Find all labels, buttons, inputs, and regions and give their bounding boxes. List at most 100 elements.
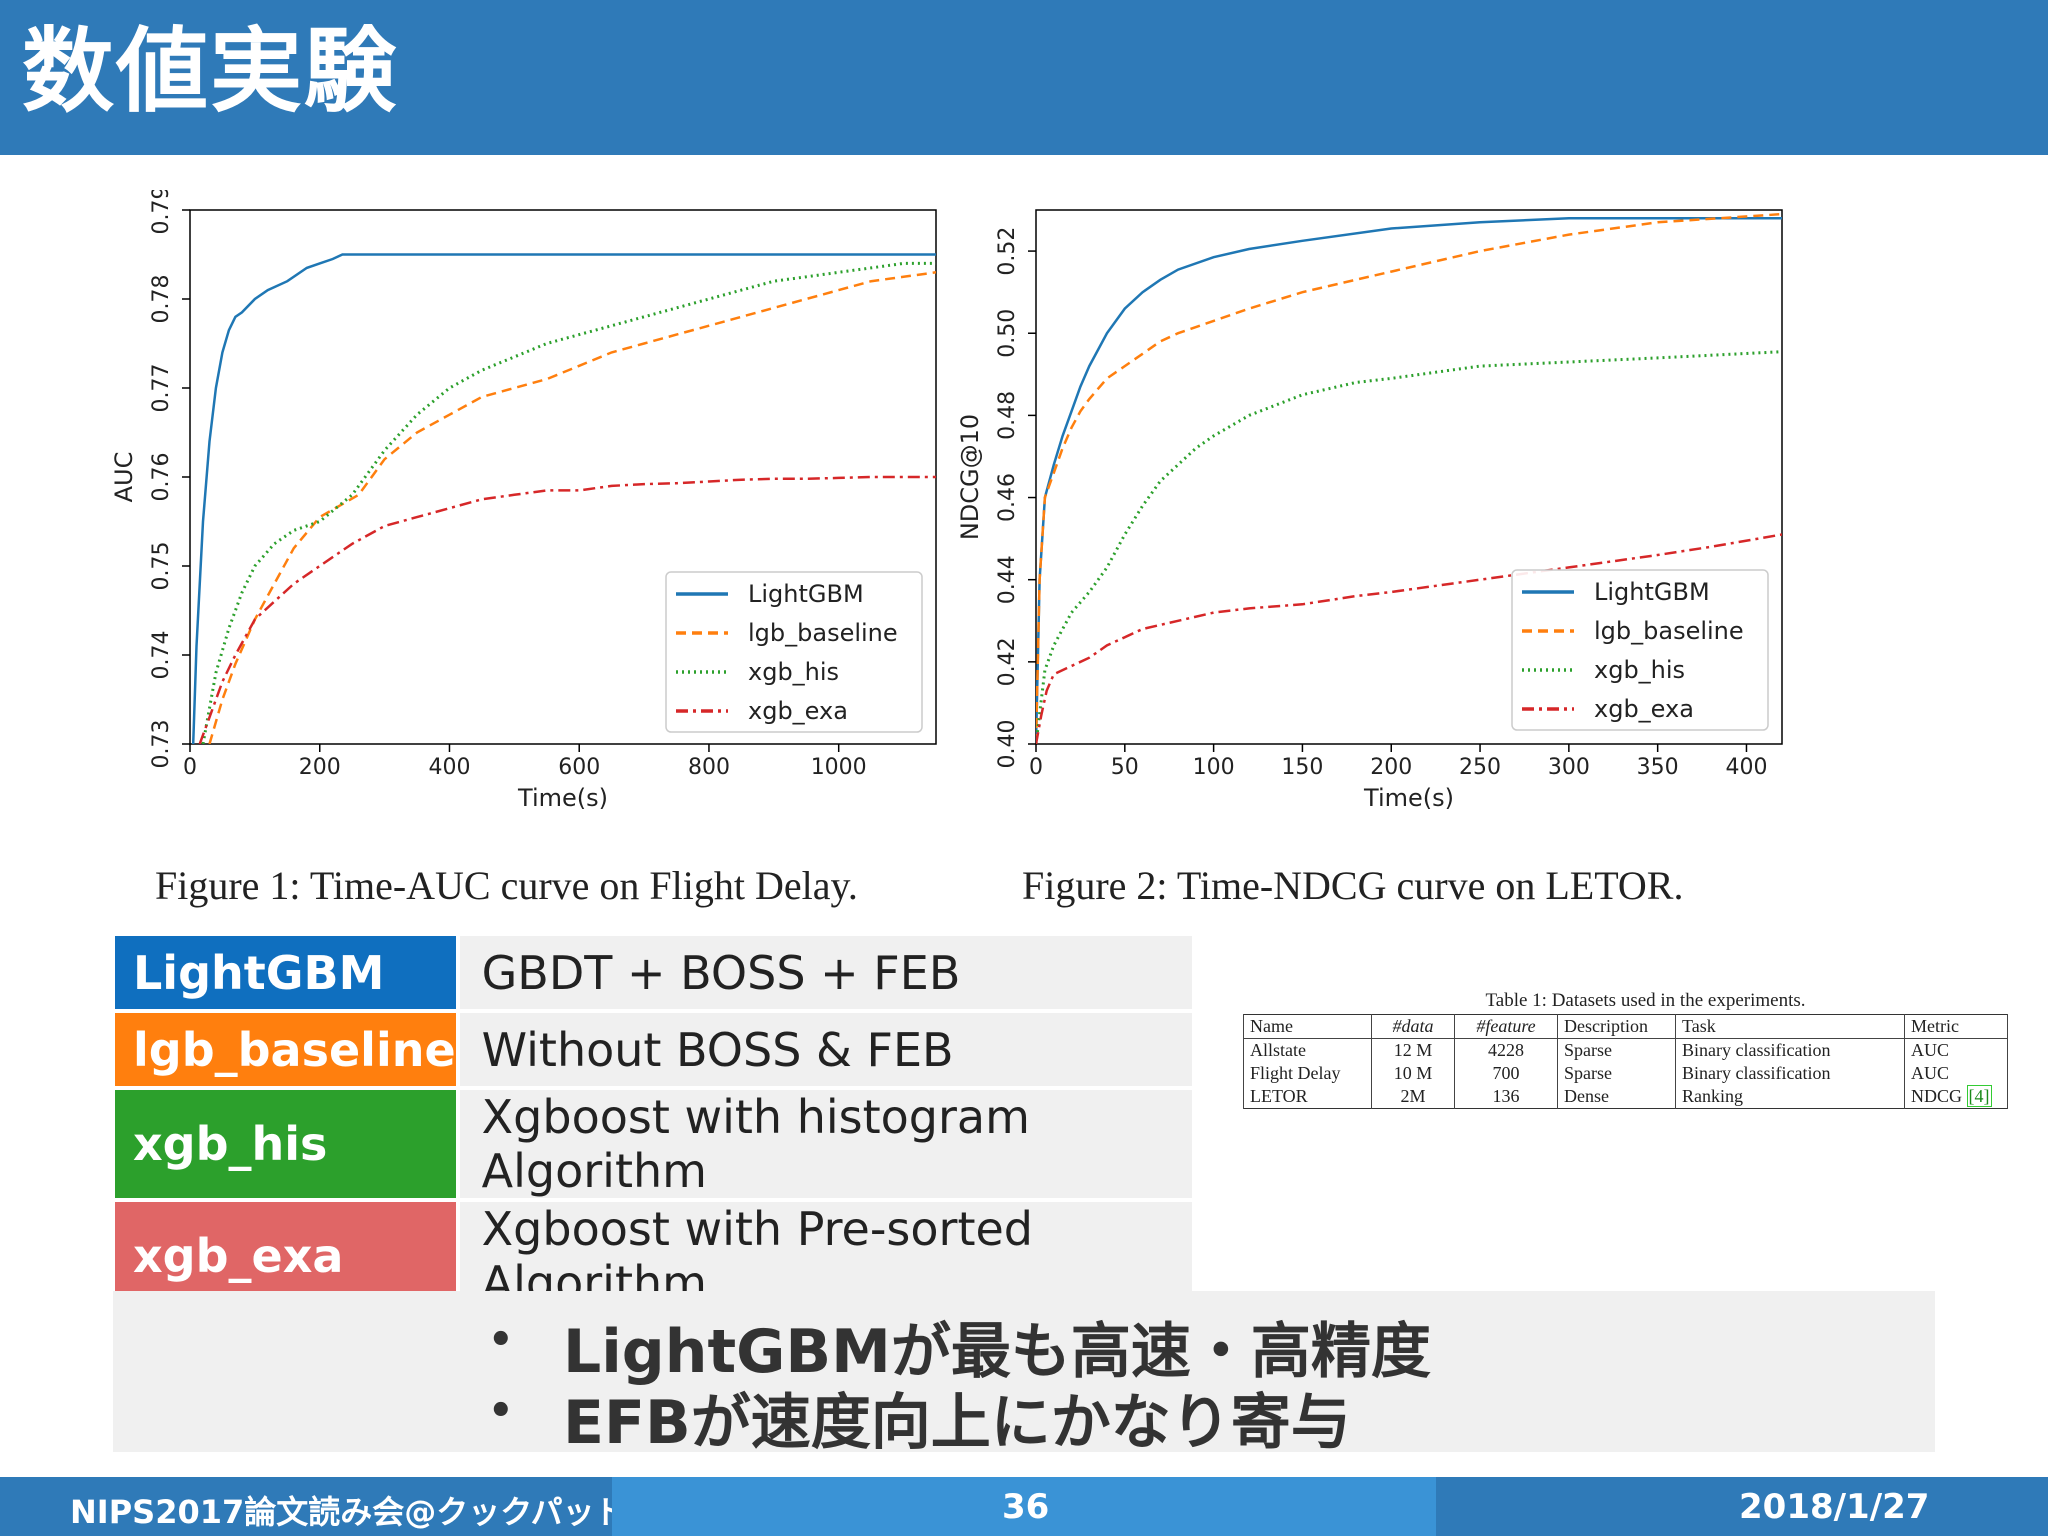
table-cell: AUC — [1904, 1062, 2008, 1085]
legend-label: xgb_exa — [1594, 695, 1694, 723]
x-tick-label: 150 — [1281, 755, 1323, 780]
figure2-caption: Figure 2: Time-NDCG curve on LETOR. — [1022, 863, 1684, 908]
method-name: LightGBM — [115, 936, 456, 1009]
legend-label: LightGBM — [1594, 578, 1710, 606]
bullet-dot: • — [488, 1388, 514, 1434]
y-tick-label: 0.48 — [995, 391, 1020, 440]
y-tick-label: 0.44 — [995, 555, 1020, 604]
x-tick-label: 1000 — [811, 755, 867, 780]
x-tick-label: 600 — [558, 755, 600, 780]
x-tick-label: 400 — [428, 755, 470, 780]
table-header: Task — [1675, 1014, 1905, 1039]
table-cell: 4228 — [1454, 1038, 1558, 1062]
bullet-dot: • — [488, 1317, 514, 1363]
y-axis-label: NDCG@10 — [956, 414, 984, 540]
legend-label: lgb_baseline — [748, 619, 898, 647]
footer-event: NIPS2017論文読み会@クックパッド — [70, 1493, 627, 1531]
method-legend-table: LightGBM GBDT + BOSS + FEB lgb_baseline … — [115, 932, 1192, 1314]
series-line-xgb-exa — [1036, 533, 1782, 744]
y-tick-label: 0.40 — [995, 720, 1020, 769]
y-tick-label: 0.77 — [149, 364, 174, 413]
table-cell: AUC — [1904, 1038, 2008, 1062]
footer-date: 2018/1/27 — [1739, 1487, 1930, 1527]
table-cell: Binary classification — [1675, 1062, 1905, 1085]
table-cell: 12 M — [1371, 1038, 1455, 1062]
y-tick-label: 0.52 — [995, 227, 1020, 276]
table-cell: 700 — [1454, 1062, 1558, 1085]
legend-label: xgb_his — [748, 658, 839, 686]
table-row: LETOR 2M 136 Dense Ranking NDCG [4] — [1243, 1085, 2008, 1109]
table-header: #feature — [1454, 1014, 1558, 1039]
method-desc: Without BOSS & FEB — [455, 1013, 1192, 1086]
datasets-table: Name #data #feature Description Task Met… — [1243, 1014, 2008, 1109]
datasets-table-block: Table 1: Datasets used in the experiment… — [1243, 990, 2008, 1109]
x-axis-label: Time(s) — [517, 784, 608, 812]
citation-link[interactable]: [4] — [1966, 1085, 1992, 1107]
table-row: Allstate 12 M 4228 Sparse Binary classif… — [1243, 1038, 2008, 1062]
series-line-xgb-exa — [198, 475, 936, 744]
y-tick-label: 0.74 — [149, 631, 174, 680]
table-cell: Binary classification — [1675, 1038, 1905, 1062]
table-cell: LETOR — [1243, 1085, 1372, 1109]
datasets-table-caption: Table 1: Datasets used in the experiment… — [1485, 990, 1806, 1011]
footer-right: 2018/1/27 — [1436, 1477, 2048, 1536]
table-header: Description — [1557, 1014, 1676, 1039]
table-header: Metric — [1904, 1014, 2008, 1039]
y-tick-label: 0.46 — [995, 473, 1020, 522]
x-tick-label: 200 — [299, 755, 341, 780]
legend-label: lgb_baseline — [1594, 617, 1744, 645]
series-line-xgb-his — [1036, 350, 1782, 744]
y-axis-label: AUC — [110, 452, 138, 503]
table-cell: 2M — [1371, 1085, 1455, 1109]
table-cell: Sparse — [1557, 1038, 1676, 1062]
x-tick-label: 300 — [1548, 755, 1590, 780]
x-tick-label: 400 — [1725, 755, 1767, 780]
legend-row-lgb-baseline: lgb_baseline Without BOSS & FEB — [115, 1013, 1192, 1086]
table-cell: Ranking — [1675, 1085, 1905, 1109]
y-tick-label: 0.75 — [149, 542, 174, 591]
y-tick-label: 0.76 — [149, 453, 174, 502]
table-cell: 10 M — [1371, 1062, 1455, 1085]
x-axis-label: Time(s) — [1363, 784, 1454, 812]
x-tick-label: 50 — [1111, 755, 1139, 780]
page-title: 数値実験 — [22, 18, 399, 125]
header-bar: 数値実験 — [0, 0, 2048, 155]
legend-label: xgb_exa — [748, 697, 848, 725]
y-tick-label: 0.79 — [149, 190, 174, 234]
legend-box — [665, 571, 923, 733]
bullet-text: EFBが速度向上にかなり寄与 — [563, 1388, 1351, 1458]
summary-box: • LightGBMが最も高速・高精度 • EFBが速度向上にかなり寄与 — [113, 1291, 1935, 1458]
method-desc: Xgboost with histogram Algorithm — [455, 1090, 1192, 1198]
table-cell: Allstate — [1243, 1038, 1372, 1062]
legend-row-xgb-his: xgb_his Xgboost with histogram Algorithm — [115, 1090, 1192, 1198]
table-row: Flight Delay 10 M 700 Sparse Binary clas… — [1243, 1062, 2008, 1085]
method-name: xgb_his — [115, 1090, 456, 1198]
x-tick-label: 100 — [1193, 755, 1235, 780]
y-tick-label: 0.78 — [149, 275, 174, 324]
series-line-LightGBM — [191, 253, 936, 744]
table-cell: Sparse — [1557, 1062, 1676, 1085]
x-tick-label: 350 — [1637, 755, 1679, 780]
bullet-text: LightGBMが最も高速・高精度 — [563, 1317, 1431, 1387]
legend-label: LightGBM — [748, 580, 864, 608]
footer-left: NIPS2017論文読み会@クックパッド — [0, 1477, 627, 1536]
figure1-caption: Figure 1: Time-AUC curve on Flight Delay… — [155, 863, 858, 908]
metric-value: NDCG — [1911, 1086, 1963, 1106]
legend-row-lightgbm: LightGBM GBDT + BOSS + FEB — [115, 936, 1192, 1009]
x-tick-label: 0 — [183, 755, 197, 780]
method-name: lgb_baseline — [115, 1013, 456, 1086]
table-cell: NDCG [4] — [1904, 1085, 2008, 1109]
method-desc: GBDT + BOSS + FEB — [455, 936, 1192, 1009]
table-header: Name — [1243, 1014, 1372, 1039]
y-tick-label: 0.42 — [995, 637, 1020, 686]
x-tick-label: 250 — [1459, 755, 1501, 780]
table-cell: Flight Delay — [1243, 1062, 1372, 1085]
y-tick-label: 0.73 — [149, 720, 174, 769]
footer-center: 36 — [612, 1477, 1436, 1536]
ndcg-chart: 0 50 100 150 200 250 300 350 400 0.40 0.42 0.44 0.46… — [956, 209, 1783, 812]
table-header-row: Name #data #feature Description Task Met… — [1243, 1014, 2008, 1039]
legend-label: xgb_his — [1594, 656, 1685, 684]
page-number: 36 — [1002, 1487, 1050, 1527]
x-tick-label: 200 — [1370, 755, 1412, 780]
x-tick-label: 800 — [688, 755, 730, 780]
